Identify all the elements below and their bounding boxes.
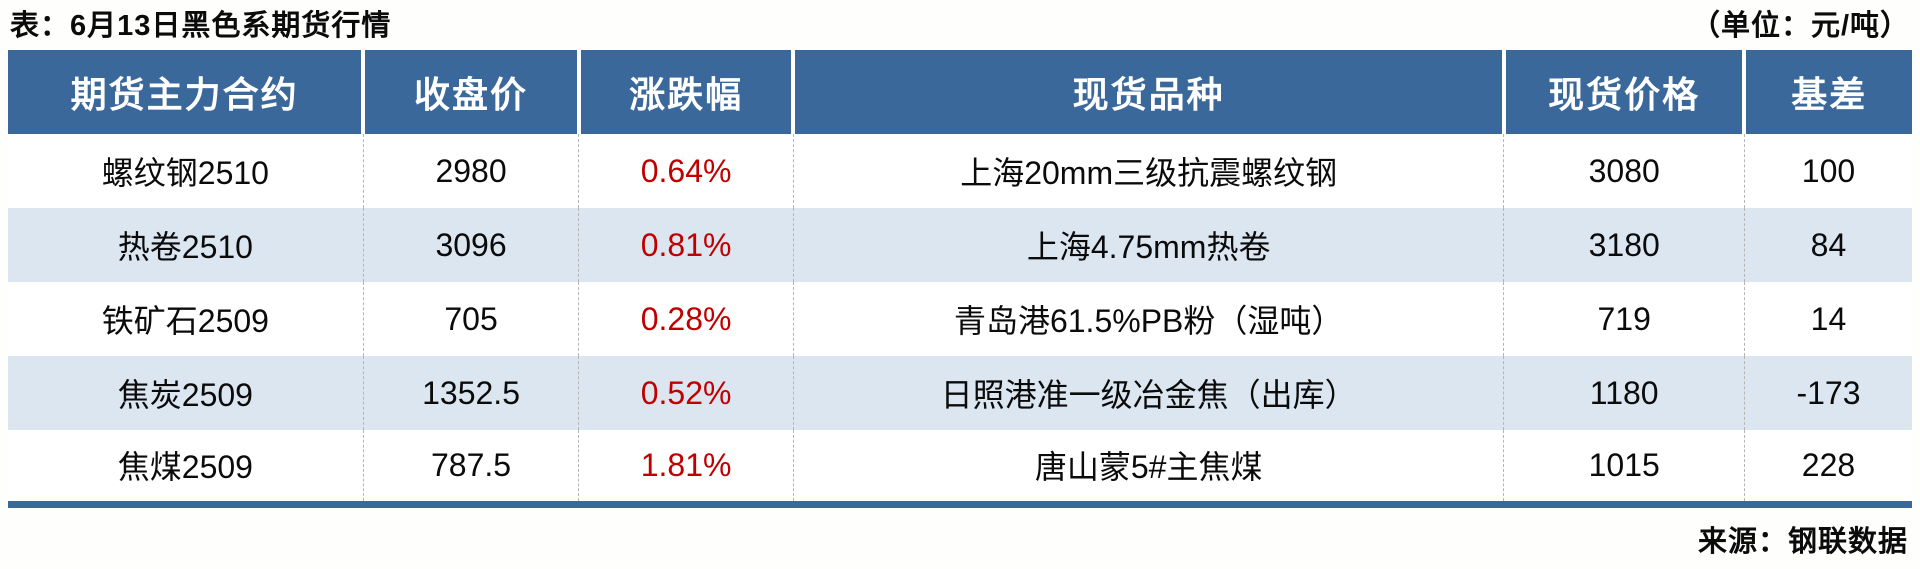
table-row: 螺纹钢2510 2980 0.64% 上海20mm三级抗震螺纹钢 3080 100	[8, 134, 1912, 208]
cell-r2-c2: 0.28%	[578, 282, 794, 356]
cell-r3-c0: 焦炭2509	[8, 356, 364, 430]
cell-r0-c4: 3080	[1503, 134, 1745, 208]
column-header-3: 现货品种	[791, 50, 1504, 134]
cell-r2-c0: 铁矿石2509	[8, 282, 364, 356]
table-row: 铁矿石2509 705 0.28% 青岛港61.5%PB粉（湿吨） 719 14	[8, 282, 1912, 356]
cell-r1-c5: 84	[1743, 208, 1912, 282]
column-header-1: 收盘价	[361, 50, 579, 134]
cell-r4-c2: 1.81%	[578, 430, 794, 504]
cell-r1-c2: 0.81%	[578, 208, 794, 282]
cell-r2-c4: 719	[1503, 282, 1745, 356]
cell-r3-c2: 0.52%	[578, 356, 794, 430]
cell-r1-c0: 热卷2510	[8, 208, 364, 282]
table-header: 期货主力合约 收盘价 涨跌幅 现货品种 现货价格 基差	[8, 50, 1912, 134]
unit-label: （单位：元/吨）	[1690, 10, 1910, 42]
table-row: 焦炭2509 1352.5 0.52% 日照港准一级冶金焦（出库） 1180 -173	[8, 356, 1912, 430]
column-header-0: 期货主力合约	[8, 50, 364, 134]
column-header-2: 涨跌幅	[576, 50, 794, 134]
cell-r4-c1: 787.5	[362, 430, 579, 504]
cell-r2-c3: 青岛港61.5%PB粉（湿吨）	[792, 282, 1504, 356]
source-label: 来源：钢联数据	[1697, 525, 1908, 558]
table-caption-bar: 表：6月13日黑色系期货行情 （单位：元/吨）	[8, 6, 1912, 50]
cell-r2-c1: 705	[362, 282, 579, 356]
cell-r3-c4: 1180	[1503, 356, 1745, 430]
cell-r0-c0: 螺纹钢2510	[8, 134, 364, 208]
futures-price-table: 期货主力合约 收盘价 涨跌幅 现货品种 现货价格 基差 螺纹钢2510 2980 0.64% 上…	[8, 50, 1912, 508]
cell-r1-c1: 3096	[362, 208, 579, 282]
table-row: 焦煤2509 787.5 1.81% 唐山蒙5#主焦煤 1015 228	[8, 430, 1912, 504]
table-body: 螺纹钢2510 2980 0.64% 上海20mm三级抗震螺纹钢 3080 100 热卷25…	[8, 134, 1912, 504]
cell-r1-c4: 3180	[1503, 208, 1745, 282]
cell-r0-c3: 上海20mm三级抗震螺纹钢	[792, 134, 1504, 208]
cell-r3-c3: 日照港准一级冶金焦（出库）	[792, 356, 1504, 430]
cell-r4-c3: 唐山蒙5#主焦煤	[792, 430, 1504, 504]
cell-r3-c5: -173	[1743, 356, 1912, 430]
table-title: 表：6月13日黑色系期货行情	[10, 10, 392, 42]
column-header-5: 基差	[1742, 50, 1912, 134]
header-row: 期货主力合约 收盘价 涨跌幅 现货品种 现货价格 基差	[8, 50, 1912, 134]
cell-r2-c5: 14	[1743, 282, 1912, 356]
cell-r0-c1: 2980	[362, 134, 579, 208]
cell-r4-c4: 1015	[1503, 430, 1745, 504]
cell-r4-c5: 228	[1743, 430, 1912, 504]
cell-r0-c5: 100	[1743, 134, 1912, 208]
cell-r1-c3: 上海4.75mm热卷	[792, 208, 1504, 282]
table-row: 热卷2510 3096 0.81% 上海4.75mm热卷 3180 84	[8, 208, 1912, 282]
cell-r0-c2: 0.64%	[578, 134, 794, 208]
column-header-4: 现货价格	[1501, 50, 1745, 134]
cell-r4-c0: 焦煤2509	[8, 430, 364, 504]
cell-r3-c1: 1352.5	[362, 356, 579, 430]
